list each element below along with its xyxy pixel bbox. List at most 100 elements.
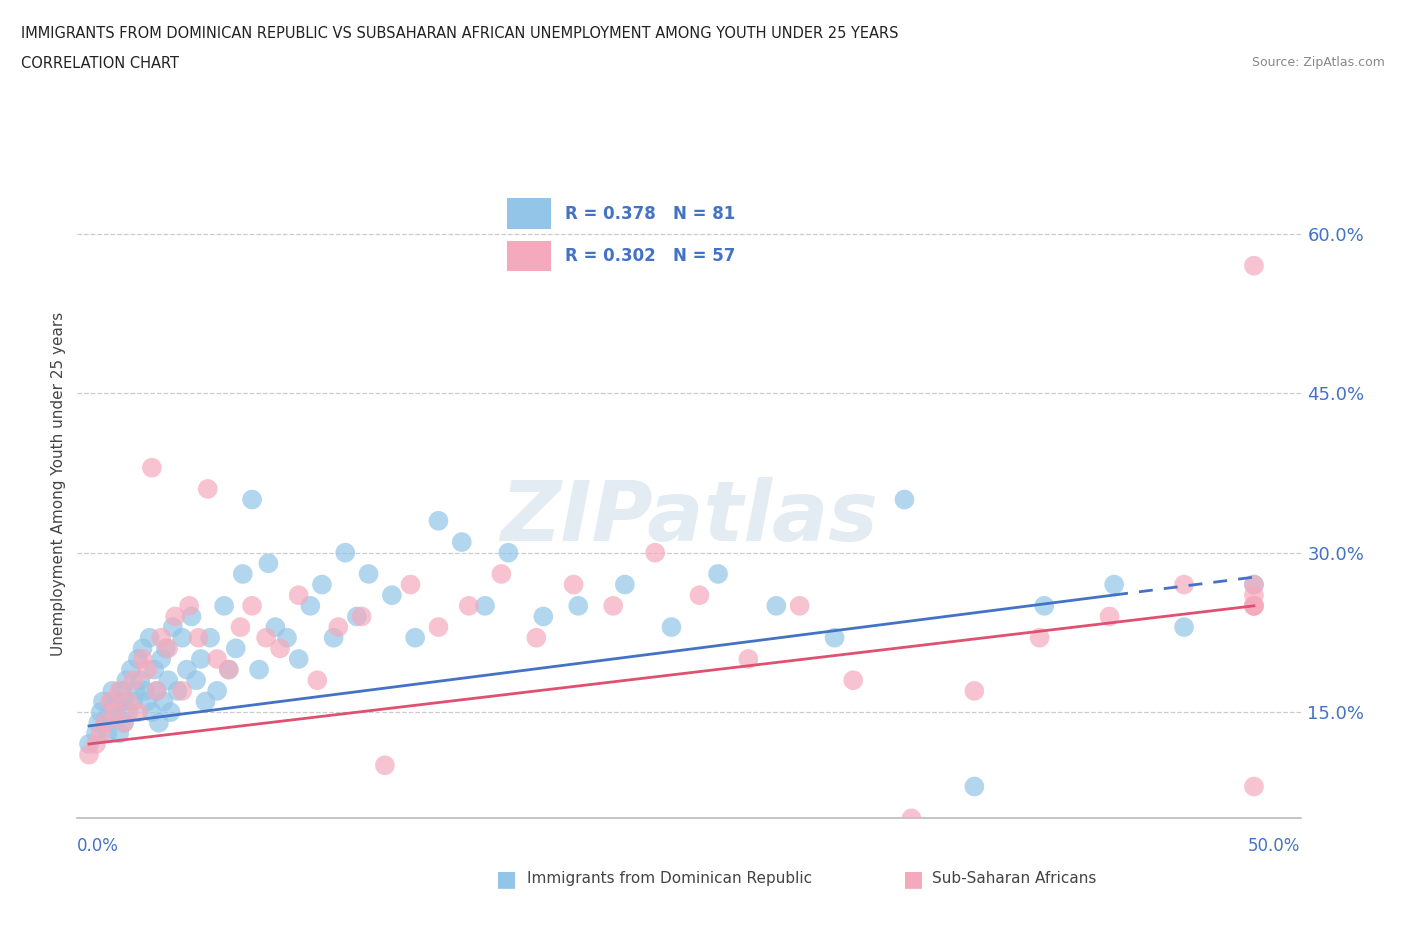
Point xyxy=(1243,259,1265,273)
Point xyxy=(108,684,131,698)
Point xyxy=(141,705,163,720)
Point xyxy=(264,619,287,634)
Point xyxy=(205,684,228,698)
Point xyxy=(963,779,986,794)
Point xyxy=(491,566,513,581)
Point xyxy=(131,652,153,667)
Point xyxy=(900,811,922,826)
Point xyxy=(179,598,201,613)
Point xyxy=(194,694,217,709)
Point xyxy=(1173,619,1195,634)
Point xyxy=(1243,779,1265,794)
Point xyxy=(254,631,277,645)
Point xyxy=(101,694,124,709)
Point xyxy=(104,705,127,720)
Point xyxy=(524,631,547,645)
Point xyxy=(122,672,145,687)
Point xyxy=(117,694,139,709)
Point xyxy=(141,460,163,475)
Point xyxy=(197,482,219,497)
Point xyxy=(157,672,180,687)
Point xyxy=(322,631,344,645)
Point xyxy=(104,705,127,720)
Point xyxy=(97,726,120,741)
Point xyxy=(87,715,110,730)
Point xyxy=(307,672,329,687)
Point xyxy=(842,672,865,687)
Point xyxy=(1243,588,1265,603)
Point xyxy=(225,641,247,656)
Point xyxy=(644,545,666,560)
Point xyxy=(145,684,167,698)
Bar xyxy=(508,241,551,272)
Text: Sub-Saharan Africans: Sub-Saharan Africans xyxy=(932,871,1097,886)
Point xyxy=(94,715,117,730)
Point xyxy=(150,631,173,645)
Point xyxy=(247,662,270,677)
Point xyxy=(404,631,426,645)
Point xyxy=(474,598,496,613)
Point xyxy=(84,726,107,741)
Point xyxy=(190,652,212,667)
Point xyxy=(112,715,135,730)
Point xyxy=(90,705,112,720)
Text: Source: ZipAtlas.com: Source: ZipAtlas.com xyxy=(1251,56,1385,69)
Point xyxy=(1243,578,1265,592)
Point xyxy=(172,684,194,698)
Point xyxy=(427,619,450,634)
Text: 50.0%: 50.0% xyxy=(1249,837,1301,855)
Point xyxy=(287,588,309,603)
Text: Immigrants from Dominican Republic: Immigrants from Dominican Republic xyxy=(527,871,813,886)
Point xyxy=(212,598,235,613)
Point xyxy=(166,684,188,698)
Point xyxy=(229,619,252,634)
Point xyxy=(661,619,683,634)
Point xyxy=(180,609,202,624)
Point xyxy=(148,715,170,730)
Point xyxy=(98,705,121,720)
Point xyxy=(84,737,107,751)
Point xyxy=(165,609,187,624)
Point xyxy=(77,747,100,762)
Text: R = 0.302   N = 57: R = 0.302 N = 57 xyxy=(565,247,735,265)
Point xyxy=(91,694,114,709)
Point xyxy=(124,684,146,698)
Text: ■: ■ xyxy=(904,869,924,889)
Point xyxy=(143,662,166,677)
Point xyxy=(531,609,554,624)
Point xyxy=(176,662,198,677)
Point xyxy=(328,619,350,634)
Point xyxy=(1028,631,1050,645)
Point xyxy=(1033,598,1056,613)
Point xyxy=(112,715,135,730)
Point xyxy=(1243,578,1265,592)
Point xyxy=(1243,598,1265,613)
Point xyxy=(108,726,131,741)
Point xyxy=(157,641,180,656)
Point xyxy=(824,631,846,645)
Point xyxy=(963,684,986,698)
Point xyxy=(240,598,263,613)
Point xyxy=(172,631,194,645)
Point xyxy=(427,513,450,528)
Point xyxy=(613,578,636,592)
Point xyxy=(152,694,174,709)
Point xyxy=(299,598,322,613)
Point xyxy=(198,631,221,645)
Point xyxy=(498,545,520,560)
Point xyxy=(450,535,472,550)
Point xyxy=(205,652,228,667)
Point xyxy=(117,705,139,720)
Point xyxy=(115,672,138,687)
Point xyxy=(187,631,209,645)
Point xyxy=(688,588,710,603)
Point xyxy=(101,684,124,698)
Point xyxy=(155,641,177,656)
Point xyxy=(127,652,149,667)
Point xyxy=(562,578,585,592)
Text: CORRELATION CHART: CORRELATION CHART xyxy=(21,56,179,71)
Point xyxy=(350,609,373,624)
Point xyxy=(136,694,159,709)
Point xyxy=(381,588,404,603)
Point xyxy=(1243,598,1265,613)
